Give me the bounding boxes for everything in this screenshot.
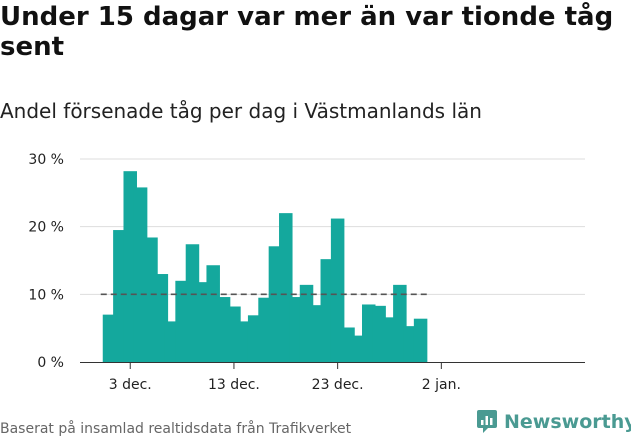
bar <box>382 317 397 362</box>
bar <box>320 259 335 362</box>
chart-subtitle: Andel försenade tåg per dag i Västmanlan… <box>0 99 482 123</box>
bar <box>154 274 169 362</box>
x-tick-label: 3 dec. <box>109 377 152 393</box>
bar <box>351 335 366 362</box>
bar <box>144 237 158 362</box>
bar <box>279 213 293 362</box>
source-note: Baserat på insamlad realtidsdata från Tr… <box>0 421 352 437</box>
tick-labels: 0 % 10 % 20 % 30 % 3 dec. 13 dec. 23 dec. 2 jan… <box>28 152 460 393</box>
newsworthy-logo-icon <box>477 410 497 433</box>
y-tick-label: 30 % <box>28 152 64 168</box>
x-axis <box>80 362 585 369</box>
bar <box>268 246 283 362</box>
bar <box>413 318 428 362</box>
bar <box>299 284 314 362</box>
bar <box>330 218 345 362</box>
bar <box>247 315 262 362</box>
bar <box>227 306 241 362</box>
bar <box>196 282 210 362</box>
bar <box>372 305 386 362</box>
bar <box>175 280 189 362</box>
bar <box>185 244 200 362</box>
chart-title: Under 15 dagar var mer än var tionde tåg… <box>0 2 614 62</box>
bar <box>133 187 148 362</box>
bar <box>310 305 324 362</box>
bar <box>216 297 231 362</box>
brand-name: Newsworthy <box>504 411 631 433</box>
bar <box>123 171 137 362</box>
bar <box>164 321 179 362</box>
bars <box>102 171 428 362</box>
bar <box>113 230 127 362</box>
y-tick-label: 0 % <box>37 355 64 371</box>
bar <box>102 314 117 362</box>
x-tick-label: 2 jan. <box>422 377 461 393</box>
bar <box>403 326 417 362</box>
bar <box>206 265 220 362</box>
newsworthy-logo: Newsworthy <box>476 409 631 435</box>
bar <box>237 321 252 362</box>
bar <box>393 284 407 362</box>
x-tick-label: 23 dec. <box>312 377 364 393</box>
x-tick-label: 13 dec. <box>208 377 260 393</box>
y-tick-label: 10 % <box>28 287 64 303</box>
bar <box>289 297 303 362</box>
bar <box>362 304 376 362</box>
y-tick-label: 20 % <box>28 220 64 236</box>
bar <box>258 297 272 362</box>
bar <box>341 327 355 362</box>
